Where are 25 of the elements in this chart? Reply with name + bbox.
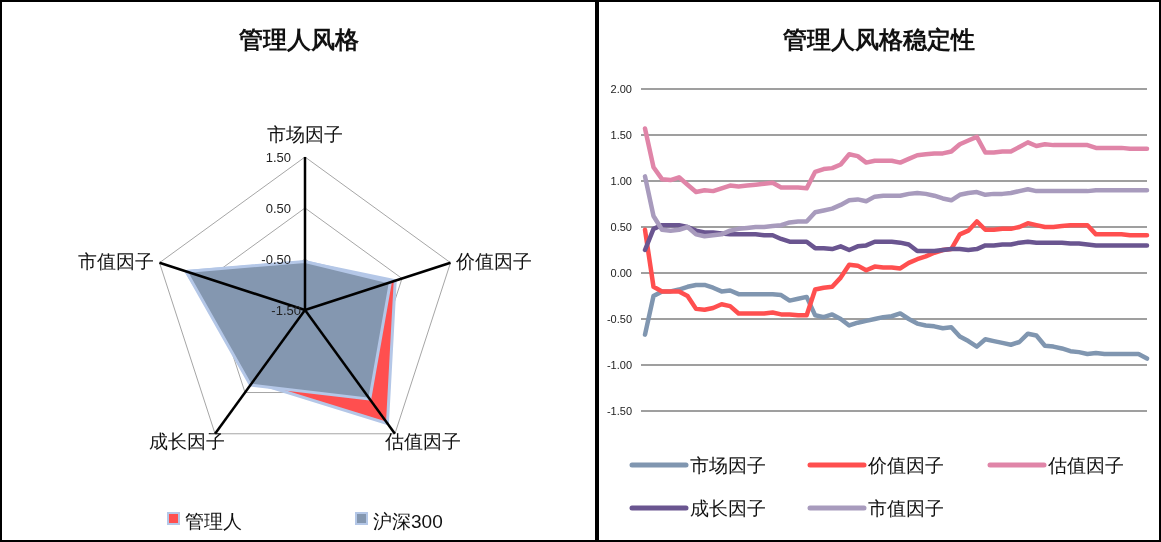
legend-label: 成长因子 xyxy=(690,498,766,519)
legend-label: 市场因子 xyxy=(690,455,766,476)
y-tick-label: 1.50 xyxy=(610,129,632,141)
y-tick-label: 0.50 xyxy=(265,201,291,216)
y-tick-label: -1.00 xyxy=(606,359,632,371)
legend-label: 市值因子 xyxy=(868,498,944,519)
y-tick-label: -0.50 xyxy=(606,313,632,325)
y-tick-label: 1.00 xyxy=(610,175,632,187)
legend-label: 管理人 xyxy=(185,511,242,532)
spoke-label: 估值因子 xyxy=(383,430,461,452)
y-tick-label: -1.50 xyxy=(606,405,632,417)
spoke-label: 价值因子 xyxy=(455,250,533,272)
legend-label: 价值因子 xyxy=(867,455,944,476)
spoke-label: 市场因子 xyxy=(267,124,343,145)
y-tick-label: -0.50 xyxy=(261,252,291,267)
y-tick-label: 1.50 xyxy=(265,150,291,165)
chart-title: 管理人风格稳定性 xyxy=(782,26,975,53)
y-tick-label: 0.00 xyxy=(610,267,632,279)
chart-title: 管理人风格 xyxy=(237,26,360,53)
spoke-label: 市值因子 xyxy=(77,250,154,272)
legend-label: 沪深300 xyxy=(373,511,443,532)
y-tick-label: 2.00 xyxy=(610,83,632,95)
spoke-label: 成长因子 xyxy=(149,430,226,452)
y-tick-label: 0.50 xyxy=(610,221,632,233)
legend-label: 估值因子 xyxy=(1047,455,1124,476)
